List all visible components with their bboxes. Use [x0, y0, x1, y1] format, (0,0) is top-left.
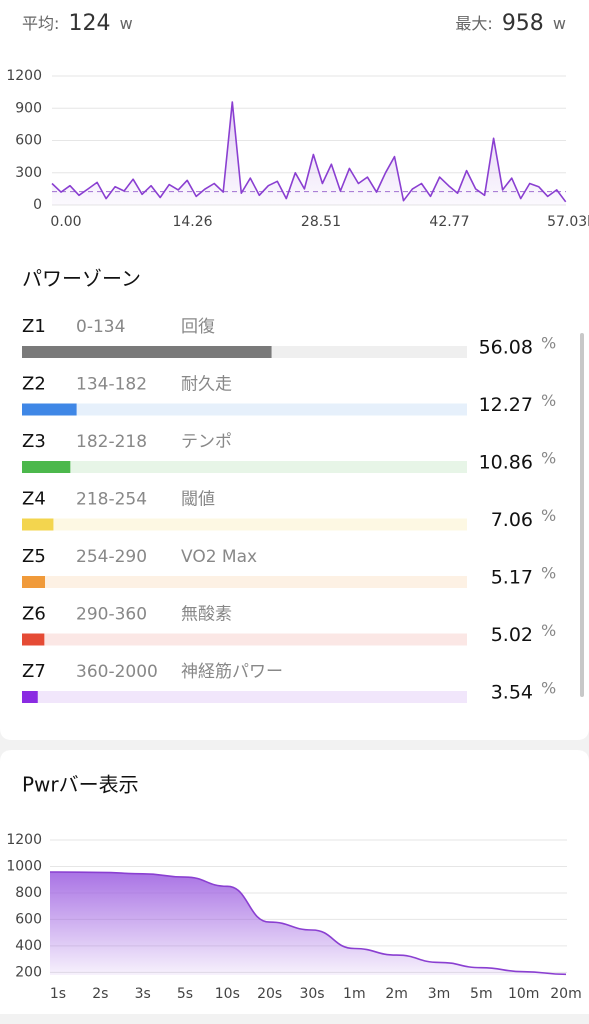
y-tick-label: 800 — [15, 885, 42, 901]
zone-name: 無酸素 — [181, 605, 232, 625]
label: 最大: — [455, 14, 492, 33]
y-tick-label: 900 — [15, 100, 42, 116]
zone-bar — [22, 691, 38, 703]
x-tick-label: 5m — [470, 986, 493, 1002]
max-stat: 最大: 958 w — [455, 11, 566, 36]
y-tick-label: 300 — [15, 165, 42, 181]
section-title: Pwrバー表示 — [22, 773, 139, 797]
unit: w — [120, 14, 133, 33]
y-tick-label: 1200 — [6, 832, 42, 848]
zone-range: 0-134 — [76, 317, 125, 337]
x-tick-label: 30s — [299, 986, 324, 1002]
zone-range: 182-218 — [76, 432, 147, 452]
zone-code: Z2 — [22, 374, 46, 395]
zone-bar — [22, 403, 77, 416]
x-tick-label: 42.77 — [429, 214, 469, 230]
zone-range: 290-360 — [76, 605, 147, 625]
power-line — [51, 101, 567, 203]
x-tick-label: 1s — [50, 986, 66, 1002]
x-tick-label: 28.51 — [301, 214, 341, 230]
zone-percent: 10.86 — [479, 452, 533, 474]
x-tick-label: 10s — [215, 986, 240, 1002]
unit: w — [553, 14, 566, 33]
x-tick-label: 3m — [428, 986, 451, 1002]
zone-code: Z4 — [22, 489, 46, 510]
y-tick-label: 400 — [15, 938, 42, 954]
x-tick-label: 2m — [385, 986, 408, 1002]
zone-track — [22, 576, 467, 588]
percent-unit: % — [541, 391, 556, 410]
x-tick-label: 20s — [257, 986, 282, 1002]
x-tick-label: 14.26 — [172, 214, 212, 230]
zone-range: 360-2000 — [76, 662, 158, 682]
zone-code: Z7 — [22, 661, 46, 682]
zone-code: Z3 — [22, 431, 46, 452]
percent-unit: % — [541, 334, 556, 353]
percent-unit: % — [541, 679, 556, 698]
zone-name: VO2 Max — [181, 547, 257, 567]
x-tick-label: 5s — [177, 986, 193, 1002]
x-tick-label: 3s — [135, 986, 151, 1002]
x-tick-label: 0.00 — [50, 214, 81, 230]
zone-track — [22, 403, 467, 416]
y-tick-label: 1000 — [6, 858, 42, 874]
x-tick-label: 57.03km — [547, 214, 589, 230]
zone-percent: 12.27 — [479, 394, 533, 416]
zone-percent: 3.54 — [491, 682, 533, 704]
zone-name: 閾値 — [181, 490, 215, 510]
zone-track — [22, 633, 467, 646]
area-fill — [50, 872, 566, 975]
zone-bar — [22, 346, 272, 358]
zone-code: Z1 — [22, 316, 46, 337]
zone-range: 134-182 — [76, 375, 147, 395]
zone-track — [22, 461, 467, 473]
zone-bar — [22, 576, 46, 588]
value: 958 — [502, 11, 544, 36]
zone-name: 耐久走 — [181, 375, 232, 395]
label: 平均: — [22, 14, 59, 33]
x-tick-label: 10m — [508, 986, 539, 1002]
y-tick-label: 0 — [33, 197, 42, 213]
zone-percent: 5.17 — [491, 567, 533, 589]
percent-unit: % — [541, 506, 556, 525]
section-title: パワーゾーン — [22, 267, 141, 291]
zone-bar — [22, 461, 71, 473]
y-tick-label: 200 — [15, 964, 42, 980]
percent-unit: % — [541, 621, 556, 640]
area-line — [50, 871, 567, 976]
zone-bar — [22, 518, 54, 531]
zone-track — [22, 691, 467, 703]
value: 124 — [69, 11, 111, 36]
x-tick-label: 2s — [92, 986, 108, 1002]
scrollbar — [580, 333, 584, 697]
zone-code: Z5 — [22, 546, 46, 567]
zone-name: 回復 — [181, 317, 215, 337]
x-tick-label: 1m — [343, 986, 366, 1002]
zone-name: テンポ — [181, 432, 232, 452]
zone-percent: 5.02 — [491, 624, 533, 646]
avg-stat: 平均: 124 w — [22, 11, 133, 36]
percent-unit: % — [541, 449, 556, 468]
y-tick-label: 600 — [15, 911, 42, 927]
zone-code: Z6 — [22, 604, 46, 625]
zone-range: 218-254 — [76, 490, 147, 510]
zone-range: 254-290 — [76, 547, 147, 567]
y-tick-label: 600 — [15, 133, 42, 149]
y-tick-label: 1200 — [6, 68, 42, 84]
zone-percent: 7.06 — [491, 509, 533, 531]
percent-unit: % — [541, 564, 556, 583]
zone-track — [22, 518, 467, 531]
zone-bar — [22, 633, 45, 646]
zone-percent: 56.08 — [479, 337, 533, 359]
x-tick-label: 20m — [550, 986, 581, 1002]
zone-name: 神経筋パワー — [181, 662, 283, 682]
